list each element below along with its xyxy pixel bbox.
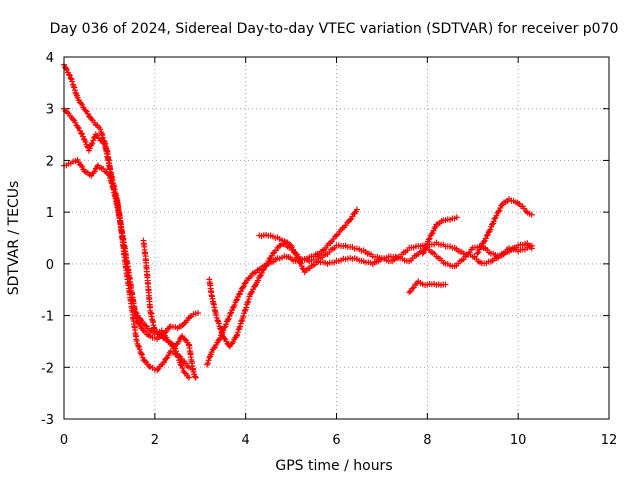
x-tick-label: 8 [423,433,431,448]
y-tick-label: 2 [46,154,54,169]
series-track-j [474,195,535,257]
series-track-c [61,156,199,381]
series-markers [256,231,535,276]
y-tick-label: -2 [41,361,54,376]
series-markers [406,278,449,296]
series-track-f [206,239,535,350]
series-markers [206,239,535,350]
series-track-h [406,278,449,296]
chart-title: Day 036 of 2024, Sidereal Day-to-day VTE… [50,21,619,37]
series-track-g [256,231,535,276]
series-markers [61,156,199,381]
series-markers [61,105,192,374]
y-axis-label: SDTVAR / TECUs [6,181,22,296]
x-tick-label: 6 [332,433,340,448]
y-tick-label: 4 [46,51,54,66]
series-track-b [61,105,192,374]
x-axis-label: GPS time / hours [275,458,392,474]
x-tick-label: 0 [60,433,68,448]
series-markers [474,195,535,257]
x-tick-label: 12 [601,433,618,448]
x-tick-label: 10 [510,433,527,448]
data-marks [61,61,535,381]
series-track-d [140,237,192,381]
y-tick-label: 0 [46,258,54,273]
x-tick-label: 4 [242,433,250,448]
y-tick-label: 1 [46,206,54,221]
y-tick-label: 3 [46,103,54,118]
series-markers [419,214,460,257]
series-track-i [419,214,460,257]
grid [64,57,609,419]
x-tick-label: 2 [151,433,159,448]
series-markers [140,237,192,381]
y-tick-label: -1 [41,310,54,325]
y-tick-label: -3 [41,413,54,428]
plot-frame [63,56,610,420]
